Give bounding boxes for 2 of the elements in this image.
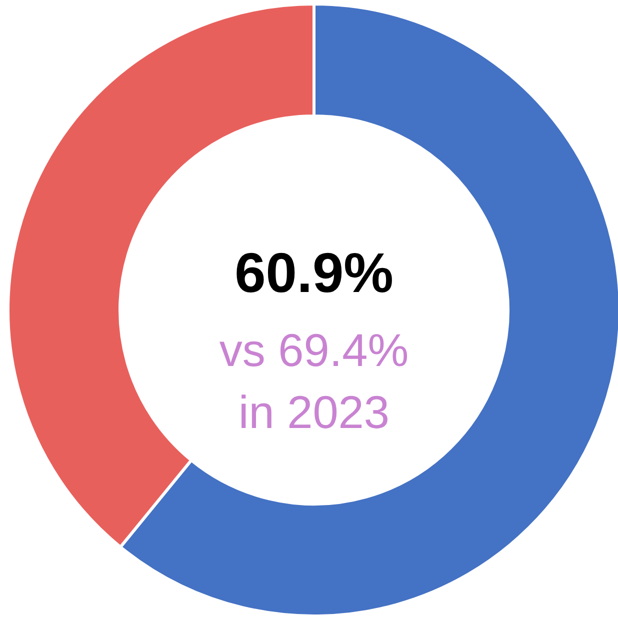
text: 60.9%	[234, 241, 394, 304]
text: vs 69.4% in 2023	[219, 324, 409, 438]
